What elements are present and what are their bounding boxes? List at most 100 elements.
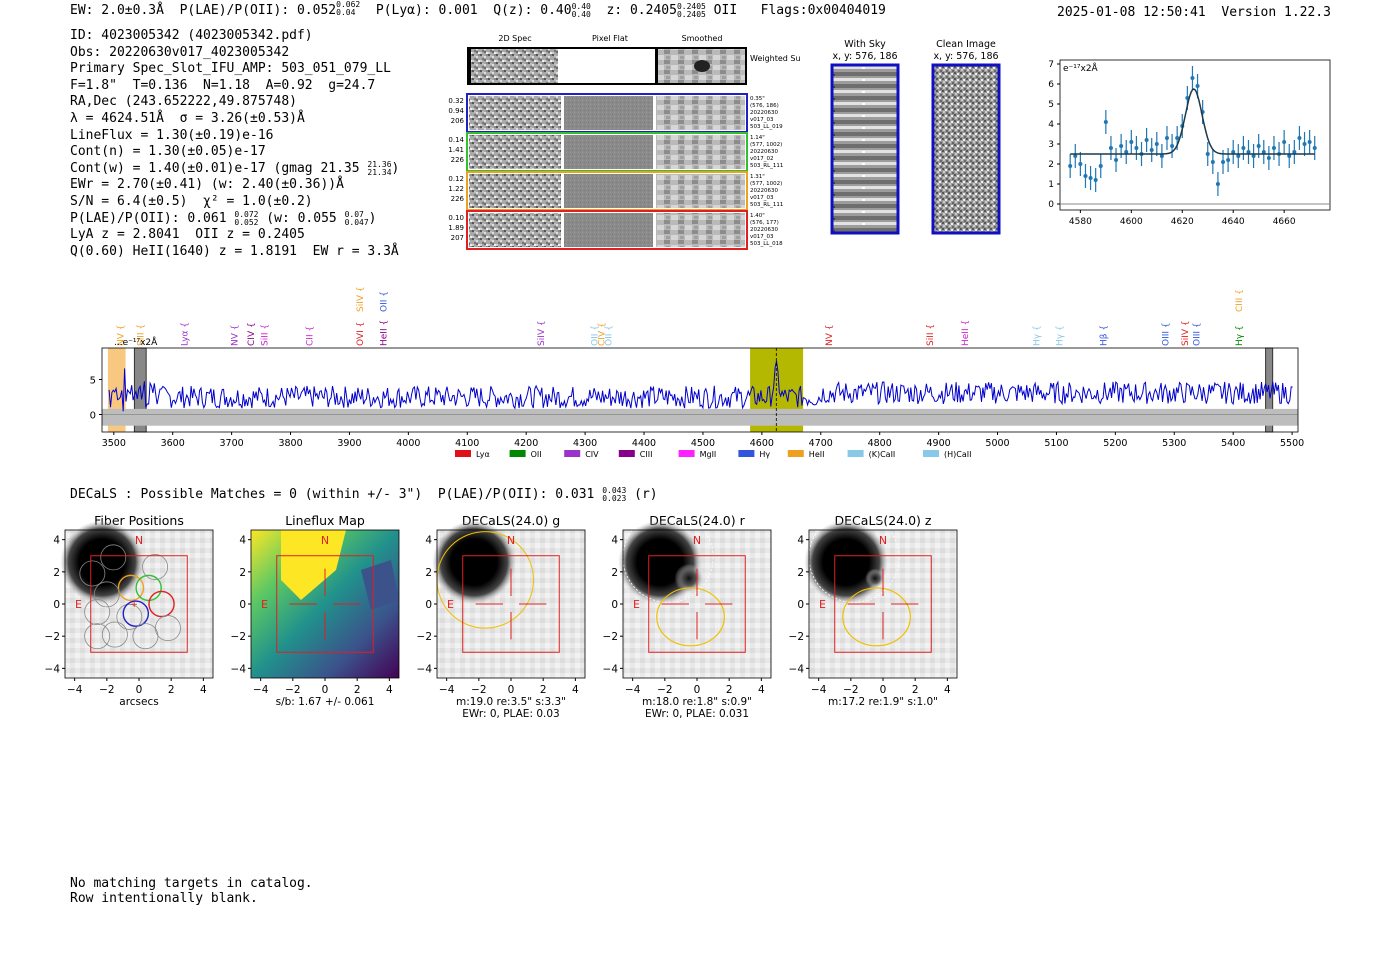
decals-summary: DECaLS : Possible Matches = 0 (within +/…	[70, 487, 658, 503]
spectrum-frame	[101, 347, 1299, 433]
contw-lo: 21.34	[367, 167, 392, 177]
spectrum-line-label: HeII {	[961, 320, 971, 346]
panel-x-tick-label: 4	[386, 684, 393, 696]
search-box	[276, 555, 374, 653]
panel-x-tick-label: −4	[67, 684, 83, 696]
spectrum-line-label: NV {	[825, 325, 835, 346]
fiber-circle	[135, 574, 162, 602]
cutout-flat	[564, 96, 655, 130]
line-fit-plot: e⁻¹⁷x2Å 0 1 2 3 4 5 6 7 4580 4600 4620 4640 4660	[1048, 59, 1331, 227]
fit-point	[1114, 158, 1119, 162]
cutout-left-stat: 0.94	[448, 107, 464, 115]
panel-x-tick-label: 2	[168, 684, 175, 696]
cutout-right-stat: 1.31"	[750, 174, 765, 180]
fit-point	[1241, 146, 1246, 150]
spectrum-line-label: Hγ {	[1055, 325, 1065, 346]
legend-swatch	[678, 450, 695, 457]
fit-point	[1312, 146, 1317, 150]
spectrum-y-tick-label: 0	[90, 411, 96, 422]
compass-east: E	[819, 598, 826, 611]
search-box	[90, 555, 188, 653]
cutout-left-stat: 207	[451, 234, 464, 242]
info-id: ID: 4023005342 (4023005342.pdf)	[70, 28, 313, 43]
spectrum-line-label: SiIV {	[356, 286, 366, 312]
spectrum-line-label: CIII {	[1235, 289, 1245, 312]
flags-value: Flags:0x00404019	[760, 3, 886, 18]
spectrum-line-label: Hγ {	[1032, 325, 1042, 346]
compass-east: E	[75, 598, 82, 611]
fiber-circle	[142, 554, 169, 580]
panel-y-tick-label: 4	[53, 535, 60, 547]
col-2d-spec: 2D Spec	[498, 34, 531, 43]
info-radec: RA,Dec (243.652222,49.875748)	[70, 94, 297, 110]
compass-north: N	[321, 534, 329, 547]
z-value: z: 0.2405	[606, 3, 677, 18]
panel-x-tick-label: −2	[99, 684, 114, 696]
spectrum-x-tick-label: 5300	[1162, 438, 1186, 449]
fit-model-curve	[1070, 88, 1315, 155]
plae-value: P(LAE)/P(OII): 0.052	[179, 3, 337, 18]
fit-point	[1154, 142, 1159, 146]
panel-y-tick-label: −4	[417, 663, 433, 675]
panel-x-tick-label: 0	[322, 684, 329, 696]
fit-y-tick-label: 7	[1048, 60, 1054, 70]
fit-plot-frame	[1059, 59, 1331, 211]
panel-title: Lineflux Map	[285, 513, 365, 528]
spectrum-line-label: NV {	[231, 325, 241, 346]
panel-y-tick-label: 2	[797, 567, 804, 579]
fit-point	[1093, 178, 1098, 182]
info-lya: LyA z = 2.8041 OII z = 0.2405	[70, 227, 305, 243]
ew-value: EW: 2.0±0.3Å	[70, 3, 164, 18]
legend-swatch	[787, 450, 804, 457]
fit-point	[1221, 160, 1226, 164]
fiber-circle	[84, 599, 111, 625]
fiber-circle	[122, 600, 150, 627]
panel-y-tick-label: −4	[603, 663, 619, 675]
fit-point	[1134, 146, 1139, 150]
legend-label: CIV	[585, 450, 599, 459]
fit-point	[1068, 164, 1073, 168]
panel-x-tick-label: 0	[136, 684, 143, 696]
legend-label: (K)CaII	[869, 450, 896, 459]
panel-y-tick-label: 0	[53, 599, 60, 611]
fit-point	[1144, 138, 1149, 142]
legend-swatch	[455, 450, 471, 457]
legend-label: OII	[531, 450, 542, 459]
spectrum-trace	[108, 360, 1293, 412]
spectrum-x-tick-label: 4900	[927, 438, 951, 449]
cutout-right-stat: 503_RL_111	[750, 163, 783, 169]
cutout-flat	[564, 135, 655, 169]
fit-x-tick-label: 4580	[1069, 217, 1092, 227]
info-contw: Cont(w) = 1.40(±0.01)e-17 (gmag 21.35 21…	[70, 160, 399, 178]
legend-label: HeII	[809, 450, 825, 459]
panel-y-tick-label: −4	[789, 663, 805, 675]
legend-swatch	[847, 450, 864, 457]
compass-north: N	[135, 534, 143, 547]
panel-y-tick-label: 0	[239, 599, 246, 611]
clean-image-coords: x, y: 576, 186	[933, 51, 998, 62]
panel-x-tick-label: 0	[880, 684, 887, 696]
fit-y-tick-label: 5	[1048, 100, 1054, 110]
legend-label: Lyα	[476, 450, 490, 459]
info-primary: Primary Spec_Slot_IFU_AMP: 503_051_079_L…	[70, 61, 391, 77]
qz-lo: 0.40	[571, 10, 591, 19]
legend-label: MgII	[700, 450, 717, 459]
fit-x-tick-label: 4640	[1222, 217, 1245, 227]
cutout-left-stat: 1.89	[448, 224, 464, 232]
z-hi: 0.2405	[676, 2, 706, 11]
weighted-sum-label: Weighted Sum	[750, 54, 800, 63]
fit-point	[1083, 174, 1088, 178]
spectrum-x-tick-label: 5100	[1044, 438, 1068, 449]
full-spectrum-plot: NV {SiII {Lyα {NV {CIV {SiII {CII {SiIV …	[90, 286, 1305, 459]
cutout-right-stat: 1.14"	[750, 135, 765, 141]
decals-lo: 0.023	[602, 494, 627, 503]
spectrum-x-tick-label: 4200	[514, 438, 538, 449]
fit-point	[1164, 136, 1169, 140]
imaging-panel-lineflux: Lineflux Map N E 4 2 0 −2 −4 −4 −2 0 2 4 s/b: 1.67 +/…	[231, 513, 400, 708]
panel-y-tick-label: 2	[425, 567, 432, 579]
decals-band: (r)	[634, 487, 658, 502]
plae2-close: )	[368, 210, 377, 226]
